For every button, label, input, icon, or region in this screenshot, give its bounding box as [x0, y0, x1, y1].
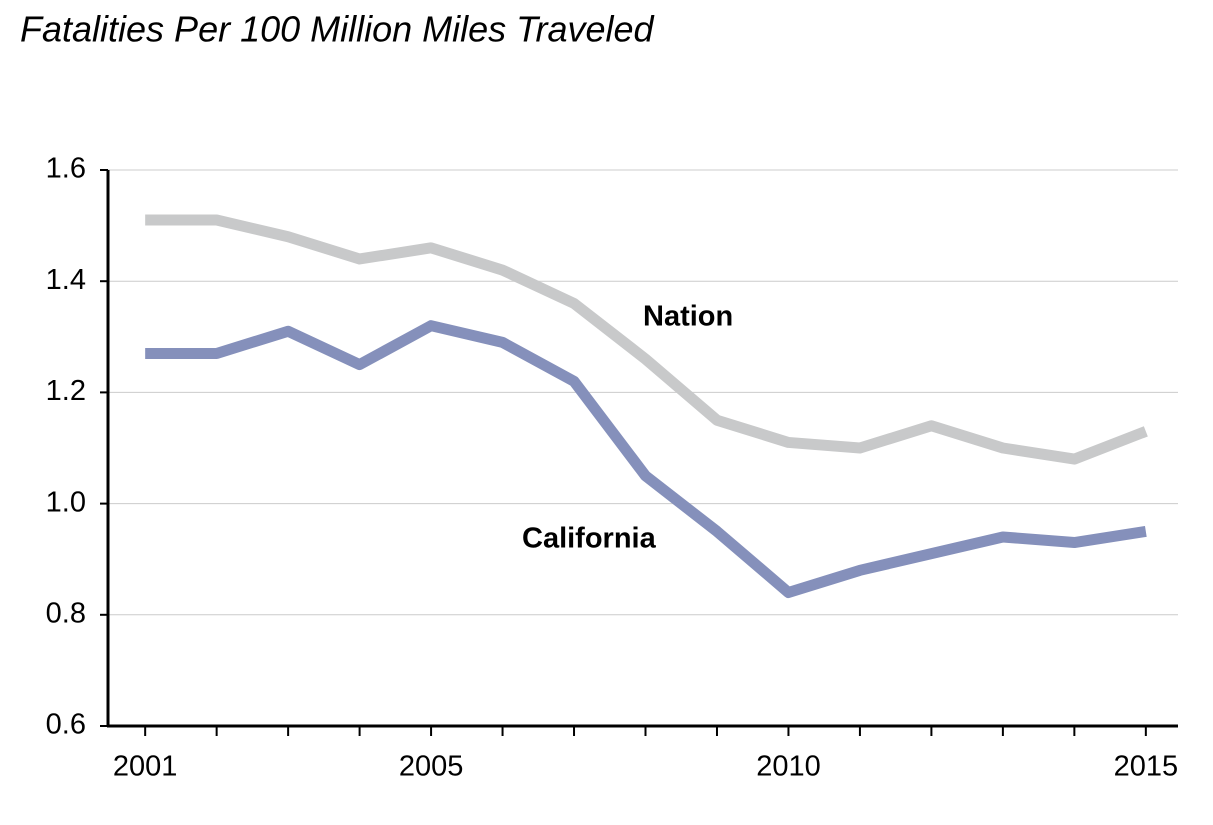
y-tick-label: 1.0: [46, 486, 86, 518]
series-label: Nation: [643, 301, 733, 333]
series-label: California: [522, 523, 657, 555]
x-tick-label: 2015: [1114, 751, 1179, 783]
series-line: [145, 214, 1148, 465]
x-tick-label: 2005: [399, 751, 464, 783]
x-tick-label: 2010: [756, 751, 821, 783]
y-tick-label: 1.2: [46, 375, 86, 407]
chart-title: Fatalities Per 100 Million Miles Travele…: [20, 9, 655, 50]
y-tick-label: 1.4: [46, 264, 86, 296]
y-tick-label: 0.6: [46, 709, 86, 741]
series-line: [145, 320, 1147, 599]
y-tick-label: 0.8: [46, 597, 86, 629]
y-tick-label: 1.6: [46, 153, 86, 185]
x-tick-label: 2001: [113, 751, 178, 783]
